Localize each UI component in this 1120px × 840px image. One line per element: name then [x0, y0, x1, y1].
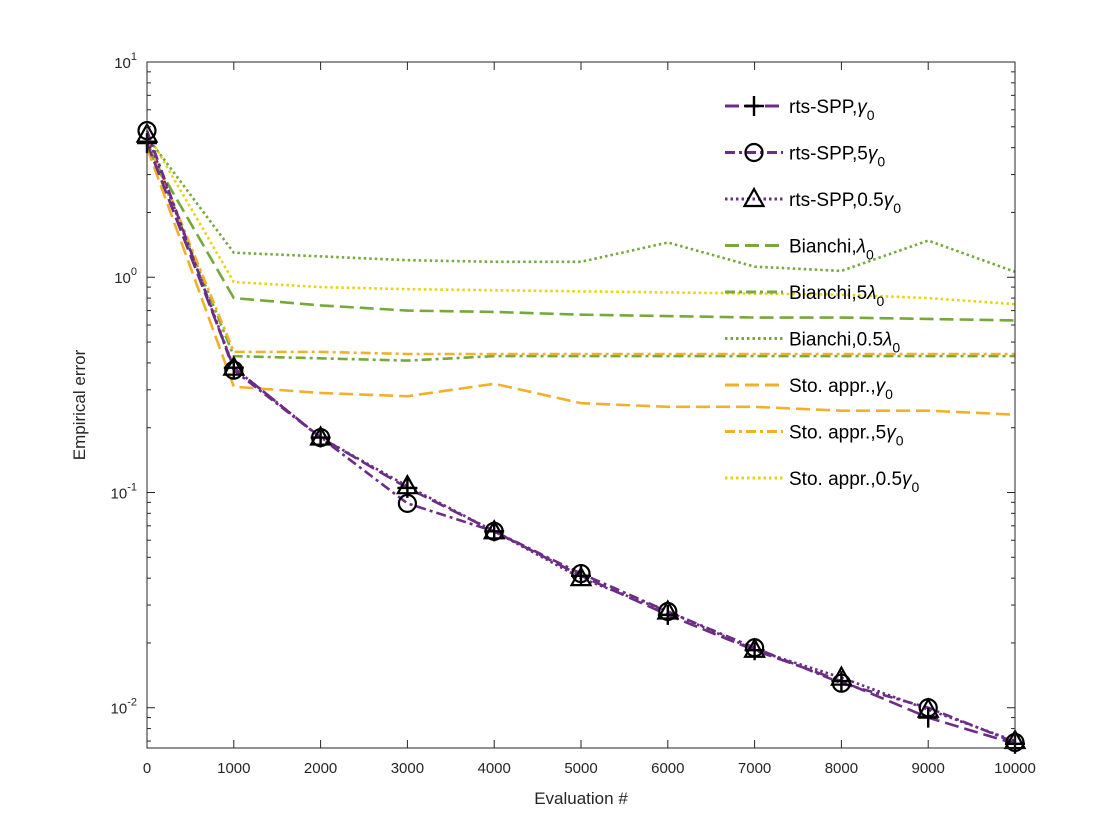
series-line [145, 147, 1016, 322]
x-axis-label: Evaluation # [534, 789, 628, 808]
data-point [743, 637, 766, 658]
legend-marker [744, 96, 764, 116]
legend-label: Sto. appr.,5γ0 [789, 423, 904, 449]
data-point [397, 493, 417, 513]
x-tick-label: 1000 [217, 760, 250, 777]
legend-label: rts-SPP,γ0 [789, 97, 875, 123]
legend-label: Bianchi,5λ0 [789, 283, 885, 309]
plot-area [147, 62, 1015, 748]
x-tick-label: 9000 [912, 760, 945, 777]
x-tick-label: 7000 [738, 760, 771, 777]
series-line [145, 130, 1016, 744]
data-point [830, 665, 853, 686]
y-tick-label: 100 [114, 266, 137, 287]
legend-label: rts-SPP,5γ0 [789, 144, 885, 170]
legend-label: Sto. appr.,0.5γ0 [789, 469, 920, 495]
x-tick-label: 2000 [304, 760, 337, 777]
x-tick-label: 5000 [564, 760, 597, 777]
data-point [222, 355, 246, 376]
y-axis: 10-2 10-1 100 101 [111, 51, 1015, 742]
series-line [145, 138, 1015, 356]
y-tick-label: 10-1 [111, 481, 137, 502]
series-line [145, 147, 1016, 416]
legend-label: Bianchi,λ0 [789, 237, 874, 263]
legend-label: Sto. appr.,γ0 [789, 376, 893, 402]
data-point [571, 563, 591, 584]
legend-label: rts-SPP,0.5γ0 [789, 190, 901, 216]
series-line [145, 135, 1016, 274]
y-tick-label: 101 [114, 51, 137, 72]
series-line [145, 131, 1016, 306]
legend-marker [744, 142, 764, 163]
series-line [145, 140, 1015, 362]
legend-marker [742, 186, 766, 208]
x-tick-label: 4000 [478, 760, 511, 777]
x-tick-label: 0 [143, 760, 151, 777]
x-tick-label: 10000 [994, 760, 1036, 777]
x-tick-label: 8000 [825, 760, 858, 777]
data-point [309, 425, 332, 446]
data-point [396, 473, 419, 495]
x-tick-label: 3000 [391, 760, 424, 777]
y-axis-label: Empirical error [70, 349, 89, 460]
legend: rts-SPP,γ0 rts-SPP,5γ0 rts-SPP,0.5γ0 Bianch… [725, 96, 920, 495]
data-point [224, 360, 244, 380]
legend-label: Bianchi,0.5λ0 [789, 330, 900, 356]
data-point [916, 697, 940, 718]
data-point [569, 565, 593, 587]
x-axis: 0 1000 2000 3000 4000 5000 6000 7000 8000 9000 100… [143, 62, 1036, 777]
x-tick-label: 6000 [651, 760, 684, 777]
y-tick-label: 10-2 [111, 697, 137, 718]
data-point [656, 599, 680, 620]
data-point [482, 519, 506, 540]
